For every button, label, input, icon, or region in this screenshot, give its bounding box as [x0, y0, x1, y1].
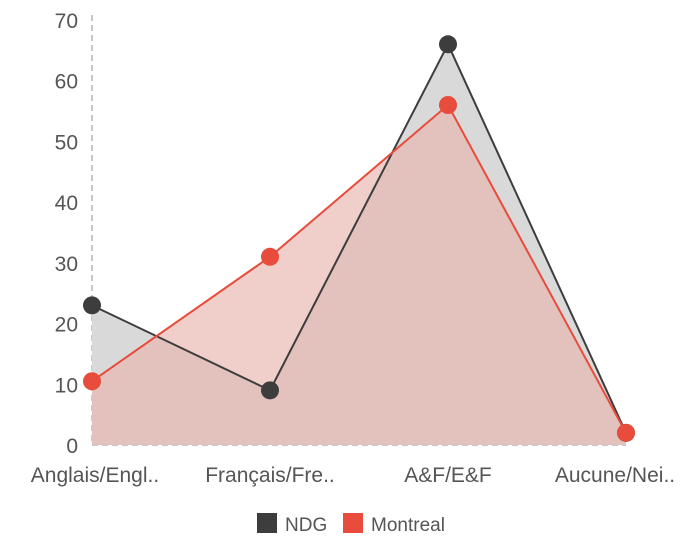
series-areas — [92, 44, 626, 446]
x-tick-label: Français/Fre.. — [205, 464, 335, 487]
y-tick-label: 0 — [66, 435, 78, 458]
data-point-montreal-3[interactable] — [617, 423, 635, 442]
x-axis-ticks: Anglais/Engl.. Français/Fre.. A&F/E&F Aucun… — [31, 464, 675, 487]
data-point-ndg-2[interactable] — [439, 35, 457, 54]
y-tick-label: 50 — [55, 131, 78, 154]
legend: NDG Montreal — [257, 513, 445, 536]
series-line-montreal — [91, 103, 627, 434]
x-tick-label: Anglais/Engl.. — [31, 464, 159, 487]
x-tick-label: Aucune/Nei.. — [555, 464, 675, 487]
data-points — [83, 35, 635, 442]
y-tick-label: 10 — [55, 374, 78, 397]
legend-label-ndg[interactable]: NDG — [285, 515, 327, 536]
data-point-ndg-1[interactable] — [261, 381, 279, 400]
y-tick-label: 30 — [55, 253, 78, 276]
series-line-ndg — [91, 41, 627, 434]
data-point-montreal-0[interactable] — [83, 372, 101, 391]
x-tick-label: A&F/E&F — [404, 464, 492, 487]
series-area-montreal — [92, 105, 626, 445]
y-axis-ticks: 0 10 20 30 40 50 60 70 — [55, 10, 78, 458]
legend-label-montreal[interactable]: Montreal — [371, 515, 445, 536]
data-point-montreal-2[interactable] — [439, 96, 457, 114]
y-tick-label: 70 — [55, 10, 78, 33]
legend-swatch-ndg — [257, 513, 277, 533]
y-tick-label: 40 — [55, 192, 78, 215]
data-point-ndg-0[interactable] — [83, 296, 101, 315]
legend-swatch-montreal — [343, 513, 363, 533]
y-tick-label: 60 — [55, 71, 78, 94]
series-lines — [91, 41, 627, 434]
data-point-montreal-1[interactable] — [261, 247, 279, 266]
y-tick-label: 20 — [55, 314, 78, 337]
